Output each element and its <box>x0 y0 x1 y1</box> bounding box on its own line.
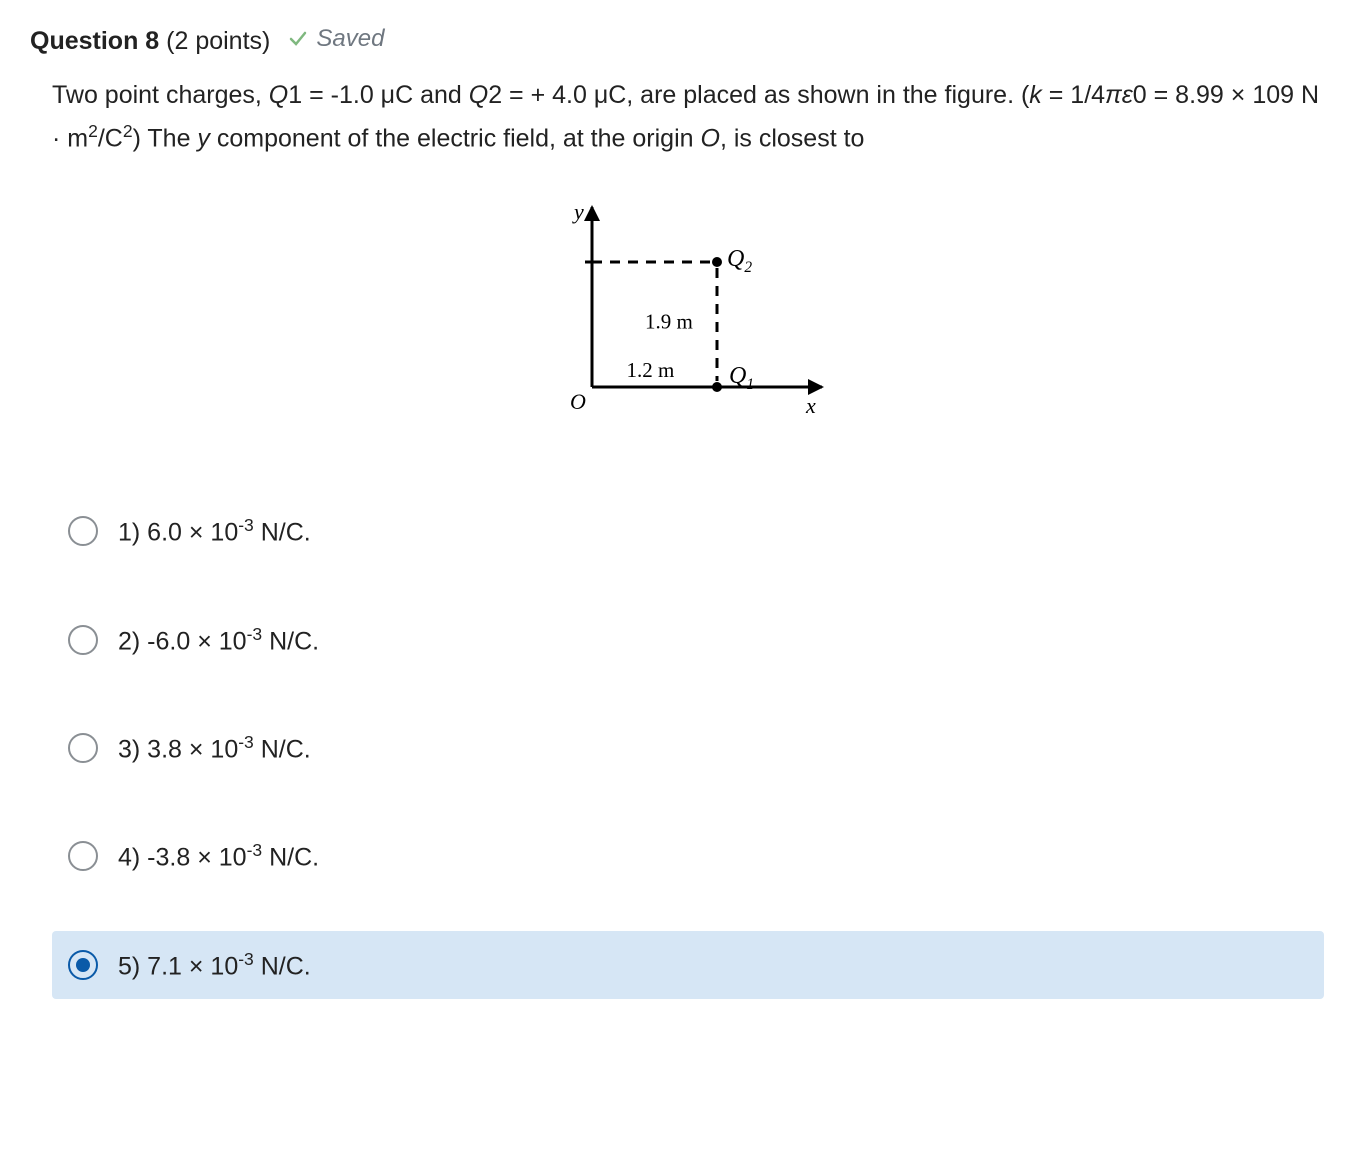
question-header: Question 8 (2 points) Saved <box>30 25 1324 56</box>
saved-indicator: Saved <box>288 25 384 53</box>
radio-dot <box>76 958 90 972</box>
svg-text:O: O <box>570 389 586 414</box>
radio-button[interactable] <box>68 516 98 546</box>
svg-text:x: x <box>805 393 816 418</box>
option-text: 2) -6.0 × 10-3 N/C. <box>118 624 319 656</box>
svg-text:Q2: Q2 <box>727 246 752 276</box>
answer-option-1[interactable]: 1) 6.0 × 10-3 N/C. <box>52 497 1324 565</box>
radio-button[interactable] <box>68 625 98 655</box>
answer-option-4[interactable]: 4) -3.8 × 10-3 N/C. <box>52 822 1324 890</box>
answer-option-5[interactable]: 5) 7.1 × 10-3 N/C. <box>52 931 1324 999</box>
coordinate-figure: y x O Q2 Q1 1.2 m 1.9 m <box>522 187 832 427</box>
svg-text:Q1: Q1 <box>729 363 754 393</box>
question-prompt: Two point charges, Q1 = -1.0 μC and Q2 =… <box>52 74 1324 159</box>
answer-option-3[interactable]: 3) 3.8 × 10-3 N/C. <box>52 714 1324 782</box>
option-text: 5) 7.1 × 10-3 N/C. <box>118 949 311 981</box>
answer-options: 1) 6.0 × 10-3 N/C. 2) -6.0 × 10-3 N/C. 3) … <box>52 497 1324 999</box>
svg-text:1.2 m: 1.2 m <box>627 358 675 382</box>
figure-container: y x O Q2 Q1 1.2 m 1.9 m <box>30 187 1324 427</box>
question-label: Question 8 <box>30 27 159 55</box>
answer-option-2[interactable]: 2) -6.0 × 10-3 N/C. <box>52 606 1324 674</box>
svg-text:1.9 m: 1.9 m <box>645 310 693 334</box>
svg-text:y: y <box>572 199 584 224</box>
question-points: (2 points) <box>166 27 270 55</box>
option-text: 3) 3.8 × 10-3 N/C. <box>118 732 311 764</box>
radio-button[interactable] <box>68 950 98 980</box>
saved-label: Saved <box>316 25 384 53</box>
check-icon <box>288 29 308 49</box>
question-title: Question 8 (2 points) <box>30 27 270 56</box>
radio-button[interactable] <box>68 733 98 763</box>
option-text: 4) -3.8 × 10-3 N/C. <box>118 840 319 872</box>
radio-button[interactable] <box>68 841 98 871</box>
option-text: 1) 6.0 × 10-3 N/C. <box>118 515 311 547</box>
